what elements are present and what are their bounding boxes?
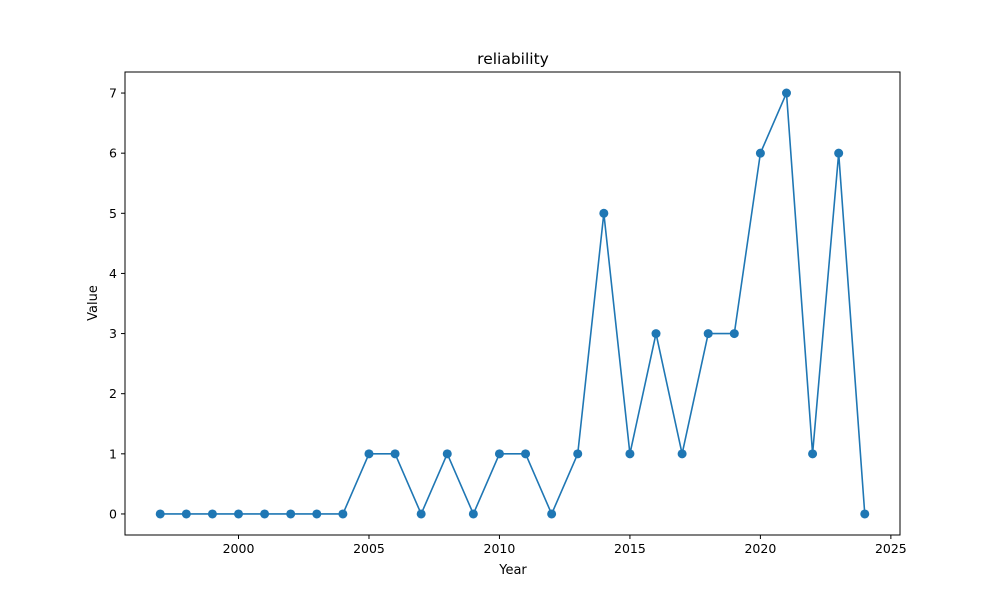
data-point [703,329,713,339]
x-axis-label: Year [498,563,527,578]
data-point [573,449,583,459]
y-tick-label: 0 [109,506,117,521]
data-point [442,449,452,459]
data-point [207,509,217,519]
x-tick-label: 2020 [744,541,776,556]
chart-title: reliability [477,50,549,68]
data-point [860,509,870,519]
data-point [286,509,296,519]
series-line [160,92,866,515]
y-axis: 0 1 2 3 4 5 6 7 [109,86,125,521]
x-tick-label: 2025 [875,541,907,556]
plot-frame [124,71,901,536]
data-point [834,148,844,158]
x-tick-label: 2010 [484,541,516,556]
data-point [364,449,374,459]
data-point [755,148,765,158]
data-point [234,509,244,519]
y-tick-label: 3 [109,326,117,341]
data-point [260,509,270,519]
data-point [625,449,635,459]
data-point [677,449,687,459]
data-point [155,509,165,519]
y-tick-label: 2 [109,386,117,401]
data-point [494,449,504,459]
data-point [781,88,791,98]
data-point [181,509,191,519]
data-point [729,329,739,339]
data-point [521,449,531,459]
data-point [338,509,348,519]
data-point [312,509,322,519]
data-point [599,208,609,218]
y-axis-label: Value [86,285,101,321]
y-tick-label: 1 [109,446,117,461]
y-tick-label: 7 [109,86,117,101]
y-tick-label: 5 [109,206,117,221]
x-axis: 2000 2005 2010 2015 2020 2025 [223,535,907,556]
plot-area [155,88,870,519]
y-tick-label: 6 [109,146,117,161]
x-tick-label: 2015 [614,541,646,556]
data-point [468,509,478,519]
data-point [547,509,557,519]
x-tick-label: 2005 [353,541,385,556]
y-tick-label: 4 [109,266,117,281]
x-tick-label: 2000 [223,541,255,556]
data-point [808,449,818,459]
data-point [651,329,661,339]
data-point [390,449,400,459]
data-point [416,509,426,519]
